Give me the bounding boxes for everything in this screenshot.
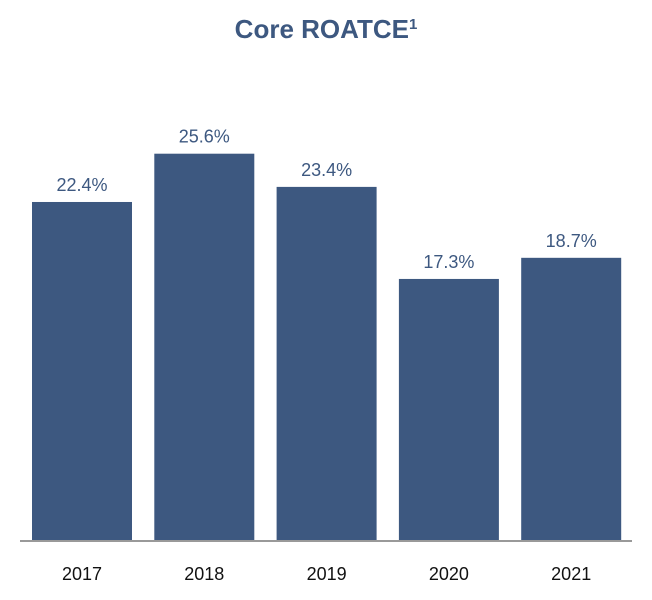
x-tick-2020: 2020 <box>429 564 469 584</box>
bar-2020 <box>398 278 499 540</box>
x-tick-2019: 2019 <box>307 564 347 584</box>
bar-2021 <box>521 257 622 540</box>
data-label-2019: 23.4% <box>301 160 352 180</box>
x-tick-2021: 2021 <box>551 564 591 584</box>
bar-2017 <box>32 201 132 540</box>
chart-title: Core ROATCE1 <box>234 14 418 44</box>
x-tick-2018: 2018 <box>184 564 224 584</box>
bar-2018 <box>154 153 255 541</box>
data-label-2021: 18.7% <box>546 231 597 251</box>
data-label-2018: 25.6% <box>179 127 230 147</box>
x-tick-2017: 2017 <box>62 564 102 584</box>
title-footnote: 1 <box>408 16 418 33</box>
data-label-2017: 22.4% <box>56 175 107 195</box>
bar-2019 <box>276 186 377 541</box>
data-label-2020: 17.3% <box>423 252 474 272</box>
